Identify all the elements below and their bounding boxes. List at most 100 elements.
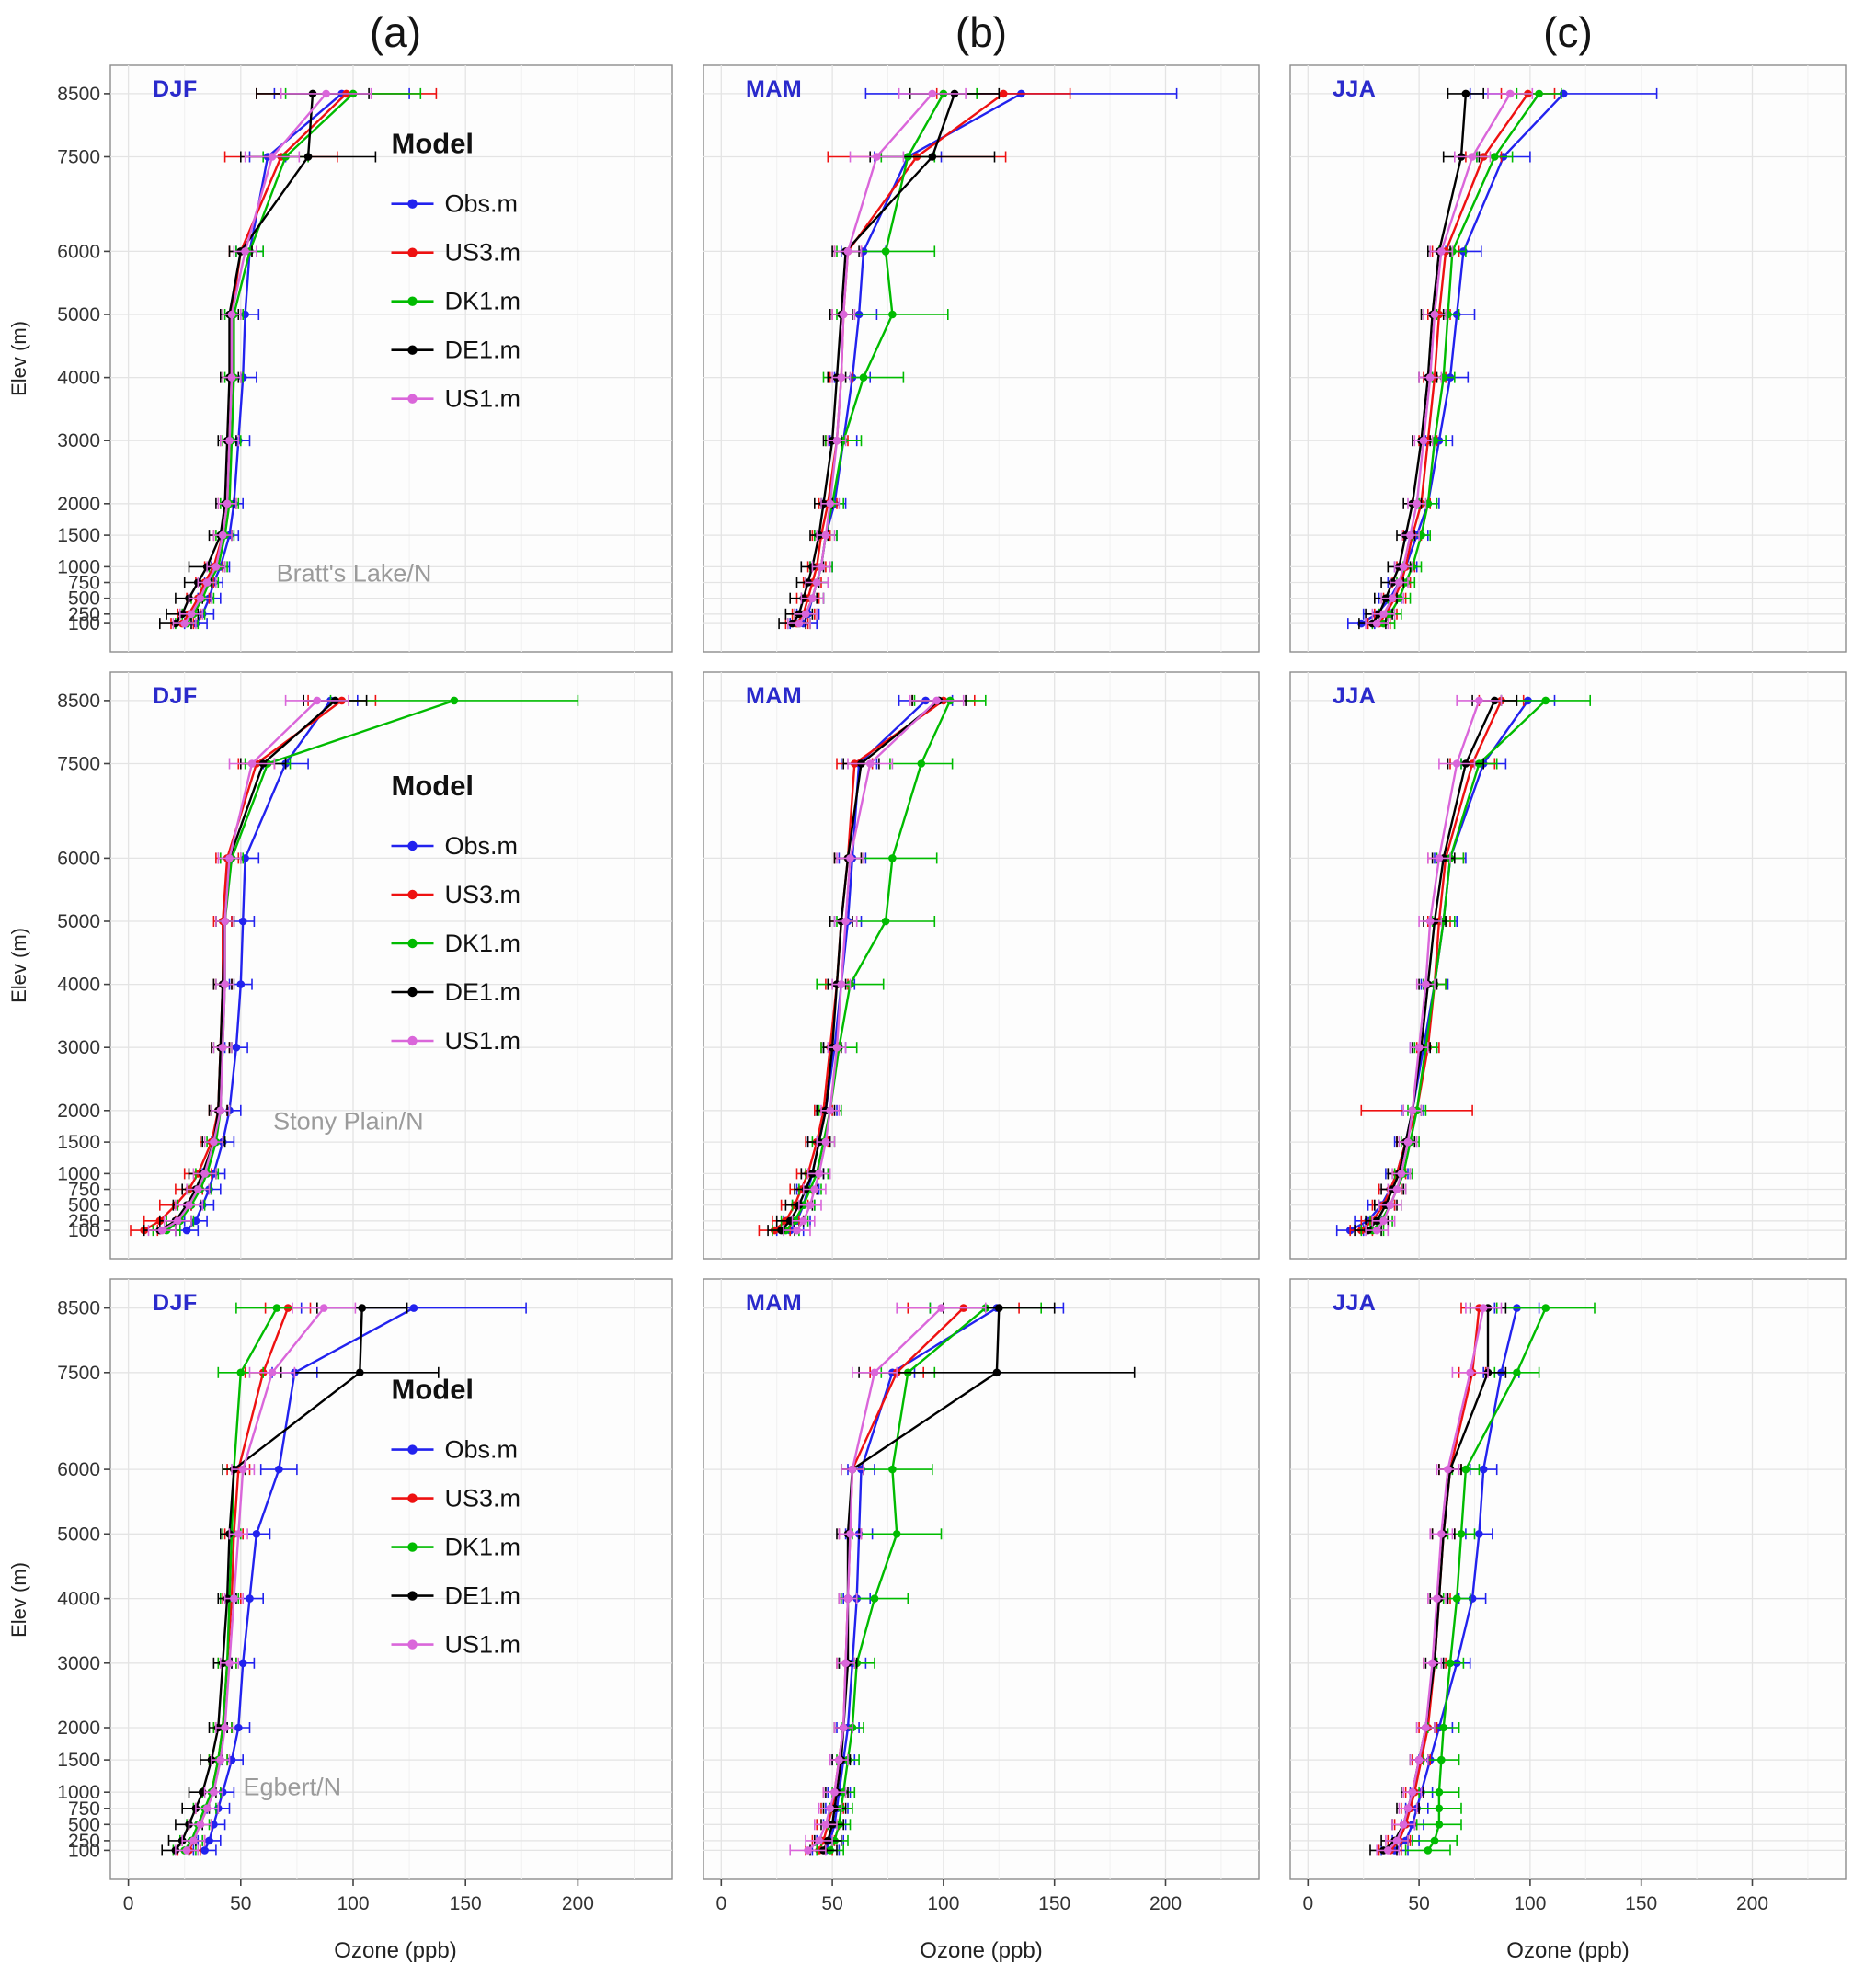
x-axis-ticks: 0 50 100 150 200 <box>123 1879 594 1914</box>
series-US1.m <box>172 87 372 630</box>
plot-area <box>703 64 1260 653</box>
gridlines <box>704 1279 1259 1879</box>
svg-text:3000: 3000 <box>57 430 100 451</box>
legend-entry-DE1.m: DE1.m <box>391 978 520 1006</box>
gridlines <box>1290 672 1846 1259</box>
svg-text:750: 750 <box>68 1798 100 1820</box>
series-US1.m <box>1365 87 1534 630</box>
legend-entry-DE1.m: DE1.m <box>391 1582 520 1610</box>
legend-entry-DE1.m: DE1.m <box>391 337 520 364</box>
svg-text:1500: 1500 <box>57 1132 100 1153</box>
svg-text:Obs.m: Obs.m <box>445 1436 519 1464</box>
svg-text:7500: 7500 <box>57 1363 100 1384</box>
legend: Model Obs.m US3.m DK1.m DE1.m US1.m <box>391 128 521 413</box>
series-US1.m <box>1365 694 1503 1237</box>
svg-text:1000: 1000 <box>57 1782 100 1803</box>
svg-text:3000: 3000 <box>57 1653 100 1674</box>
y-axis-title-row2: Elev (m) <box>7 928 30 1003</box>
season-label: JJA <box>1333 683 1376 709</box>
svg-text:250: 250 <box>68 1831 100 1852</box>
x-axis-title-row: Ozone (ppb) Ozone (ppb) Ozone (ppb) <box>6 1935 1869 1968</box>
svg-text:100: 100 <box>337 1893 369 1914</box>
panel-egbert-djf: 1002505007501000150020003000400050006000… <box>57 1278 673 1914</box>
svg-text:150: 150 <box>450 1893 482 1914</box>
svg-text:500: 500 <box>68 1814 100 1835</box>
svg-text:200: 200 <box>562 1893 594 1914</box>
series-US1.m <box>787 87 967 630</box>
gridlines <box>1290 65 1846 652</box>
svg-text:200: 200 <box>1150 1893 1182 1914</box>
svg-text:1000: 1000 <box>57 1163 100 1184</box>
svg-text:100: 100 <box>68 1220 100 1241</box>
x-axis-title-c: Ozone (ppb) <box>1506 1938 1630 1963</box>
svg-text:150: 150 <box>1625 1893 1657 1914</box>
series-US1.m <box>147 694 349 1237</box>
legend-entry-US3.m: US3.m <box>391 1485 521 1513</box>
svg-text:1500: 1500 <box>57 1750 100 1771</box>
svg-text:4000: 4000 <box>57 368 100 389</box>
series-US1.m <box>1376 1302 1503 1856</box>
svg-text:8500: 8500 <box>57 1298 100 1319</box>
plot-area <box>109 64 673 653</box>
svg-text:250: 250 <box>68 604 100 625</box>
svg-text:5000: 5000 <box>57 304 100 325</box>
plot-area <box>109 1278 673 1880</box>
season-label: DJF <box>153 683 198 709</box>
svg-text:50: 50 <box>1408 1893 1429 1914</box>
series-US1.m <box>175 1302 357 1856</box>
svg-text:0: 0 <box>1302 1893 1313 1914</box>
svg-text:500: 500 <box>68 1195 100 1216</box>
svg-text:DK1.m: DK1.m <box>445 288 521 315</box>
svg-text:50: 50 <box>230 1893 251 1914</box>
svg-text:DK1.m: DK1.m <box>445 1534 521 1561</box>
svg-text:US3.m: US3.m <box>445 881 521 908</box>
legend-entry-Obs.m: Obs.m <box>391 190 518 218</box>
svg-text:US1.m: US1.m <box>445 1631 521 1659</box>
column-label-a: (a) <box>369 8 422 56</box>
svg-text:200: 200 <box>1736 1893 1768 1914</box>
svg-text:750: 750 <box>68 573 100 594</box>
legend-entry-US3.m: US3.m <box>391 881 521 908</box>
svg-text:250: 250 <box>68 1211 100 1232</box>
series-DK1.m <box>1404 1302 1596 1856</box>
svg-text:US3.m: US3.m <box>445 1485 521 1513</box>
legend-title: Model <box>392 1374 475 1406</box>
svg-text:5000: 5000 <box>57 1524 100 1545</box>
svg-text:DK1.m: DK1.m <box>445 930 521 957</box>
season-label: JJA <box>1333 76 1376 102</box>
svg-text:0: 0 <box>123 1893 134 1914</box>
legend-title: Model <box>392 128 475 160</box>
plot-area <box>1289 1278 1847 1880</box>
legend-entry-DK1.m: DK1.m <box>391 1534 521 1561</box>
svg-text:2000: 2000 <box>57 494 100 515</box>
site-label: Bratt's Lake/N <box>277 559 432 587</box>
column-label-c: (c) <box>1543 8 1593 56</box>
svg-text:US1.m: US1.m <box>445 385 521 413</box>
svg-text:7500: 7500 <box>57 754 100 775</box>
season-label: MAM <box>746 1290 802 1316</box>
figure-row-stony-plain: Elev (m) 100 250 500 750 1000 1500 2000 3000 400… <box>6 666 1869 1265</box>
season-label: MAM <box>746 76 802 102</box>
x-axis-title-a: Ozone (ppb) <box>334 1938 457 1963</box>
svg-text:150: 150 <box>1038 1893 1070 1914</box>
svg-text:100: 100 <box>927 1893 959 1914</box>
svg-text:2000: 2000 <box>57 1101 100 1122</box>
svg-text:US3.m: US3.m <box>445 239 521 267</box>
legend-entry-US1.m: US1.m <box>391 1631 521 1659</box>
legend: Model Obs.m US3.m DK1.m DE1.m US1.m <box>391 1374 521 1659</box>
plot-area <box>703 1278 1260 1880</box>
plot-area <box>703 671 1260 1260</box>
legend-entry-Obs.m: Obs.m <box>391 832 518 860</box>
panel-bratts-lake-mam: MAM <box>703 64 1260 653</box>
svg-text:2000: 2000 <box>57 1718 100 1739</box>
site-label: Egbert/N <box>244 1774 342 1801</box>
panel-bratts-lake-jja: JJA <box>1289 64 1847 653</box>
series-US1.m <box>789 1302 987 1856</box>
column-label-b: (b) <box>955 8 1008 56</box>
svg-text:0: 0 <box>715 1893 726 1914</box>
